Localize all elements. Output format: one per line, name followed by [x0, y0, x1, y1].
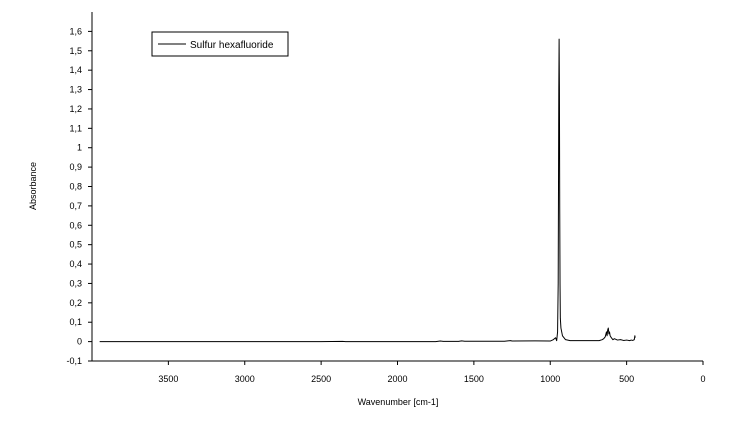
- y-tick-label: 1,2: [69, 104, 82, 114]
- x-axis-title: Wavenumber [cm-1]: [358, 397, 439, 407]
- data-layer: [99, 38, 636, 343]
- series-line-0: [99, 38, 636, 343]
- legend: Sulfur hexafluoride: [151, 31, 289, 57]
- y-tick-label: 0,1: [69, 317, 82, 327]
- y-tick-label: 0,6: [69, 220, 82, 230]
- y-tick-label: 0,7: [69, 201, 82, 211]
- y-tick-label: 1,4: [69, 65, 82, 75]
- y-tick-label: 1: [77, 143, 82, 153]
- y-tick-label: 0: [77, 337, 82, 347]
- y-tick-label: 1,5: [69, 46, 82, 56]
- x-tick-label: 1500: [464, 374, 484, 384]
- y-tick-label: 1,6: [69, 26, 82, 36]
- legend-label: Sulfur hexafluoride: [190, 40, 274, 51]
- y-tick-label: 0,8: [69, 182, 82, 192]
- y-tick-label: -0,1: [66, 356, 82, 366]
- y-tick-label: 0,9: [69, 162, 82, 172]
- y-tick-label: 0,4: [69, 259, 82, 269]
- y-tick-label: 0,2: [69, 298, 82, 308]
- x-tick-label: 500: [619, 374, 634, 384]
- x-tick-label: 0: [700, 374, 705, 384]
- y-tick-label: 1,1: [69, 123, 82, 133]
- axes-layer: -0,1 0 0,1 0,2 0,3 0,4 0,5 0,6 0,7 0,8 0,9 1 1,1 1,2 1…: [66, 12, 706, 384]
- x-tick-label: 2500: [311, 374, 331, 384]
- y-tick-label: 0,5: [69, 240, 82, 250]
- x-tick-label: 2000: [387, 374, 407, 384]
- y-tick-label: 1,3: [69, 85, 82, 95]
- x-tick-label: 3000: [235, 374, 255, 384]
- x-tick-label: 1000: [540, 374, 560, 384]
- x-tick-label: 3500: [158, 374, 178, 384]
- y-axis-title: Absorbance: [28, 162, 38, 210]
- y-tick-label: 0,3: [69, 278, 82, 288]
